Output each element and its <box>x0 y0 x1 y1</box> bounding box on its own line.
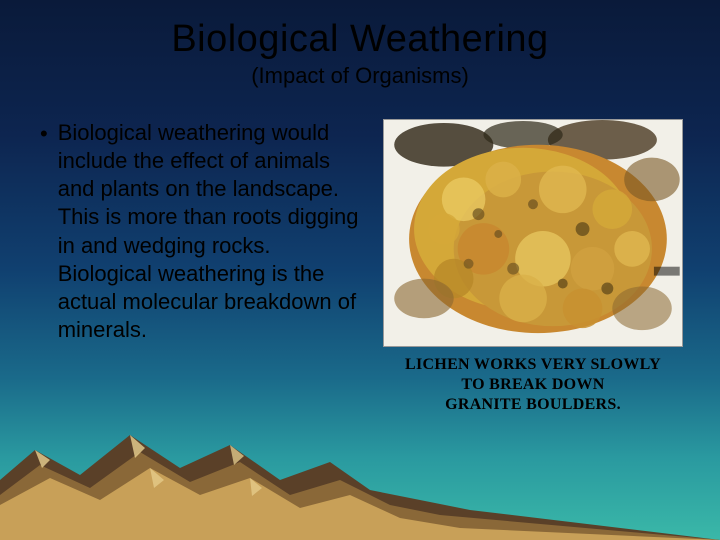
content-area: • Biological weathering would include th… <box>0 89 720 415</box>
caption-line-1: LICHEN WORKS VERY SLOWLY <box>405 356 661 373</box>
image-column: LICHEN WORKS VERY SLOWLY TO BREAK DOWN G… <box>378 119 688 415</box>
body-text: Biological weathering would include the … <box>58 119 360 344</box>
text-column: • Biological weathering would include th… <box>40 119 360 415</box>
slide-title: Biological Weathering <box>0 0 720 61</box>
lichen-illustration-icon <box>384 120 682 346</box>
slide-subtitle: (Impact of Organisms) <box>0 63 720 89</box>
image-caption: LICHEN WORKS VERY SLOWLY TO BREAK DOWN G… <box>383 355 683 415</box>
lichen-image <box>383 119 683 347</box>
slide: Biological Weathering (Impact of Organis… <box>0 0 720 540</box>
caption-line-2: TO BREAK DOWN <box>461 376 604 393</box>
mountain-decoration-icon <box>0 410 720 540</box>
bullet-item: • Biological weathering would include th… <box>40 119 360 344</box>
bullet-icon: • <box>40 121 48 147</box>
